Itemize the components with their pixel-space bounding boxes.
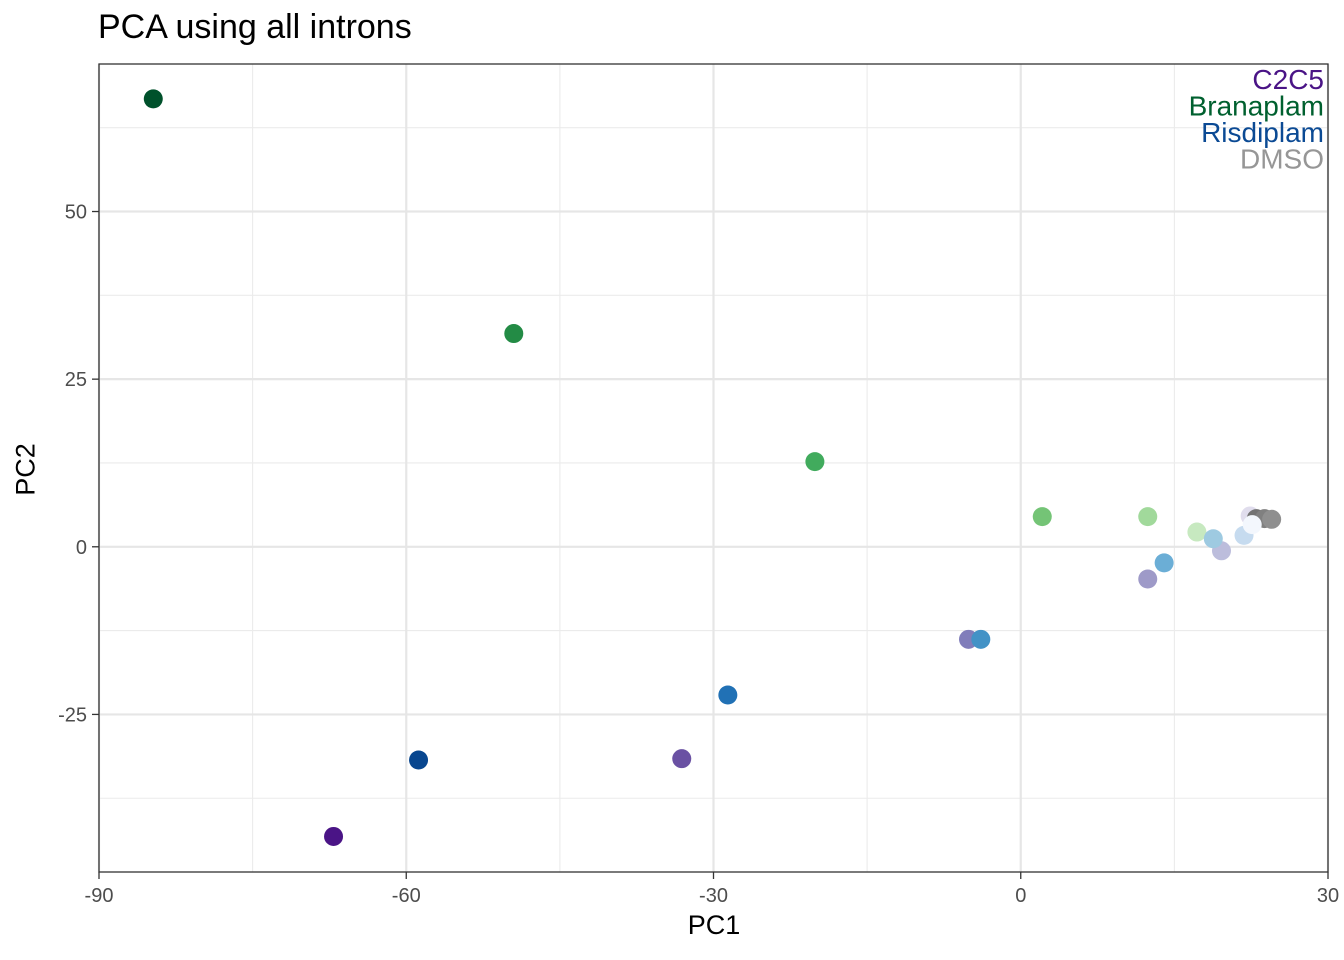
x-tick-label: 30 — [1317, 885, 1339, 907]
x-axis-label: PC1 — [687, 910, 741, 940]
data-point — [1138, 507, 1158, 527]
chart-title: PCA using all introns — [98, 8, 412, 46]
y-tick-label: 25 — [65, 369, 87, 391]
data-point — [409, 750, 429, 770]
x-tick-label: 0 — [1015, 885, 1026, 907]
data-point — [504, 324, 524, 344]
y-tick-label: 0 — [76, 537, 87, 559]
data-point — [1032, 507, 1052, 527]
y-axis-label: PC2 — [10, 443, 41, 496]
data-point — [672, 749, 692, 769]
legend-entry: Risdiplam — [1201, 117, 1324, 148]
x-tick-label: -60 — [392, 885, 421, 907]
data-point — [971, 629, 991, 649]
y-tick-label: -25 — [58, 704, 87, 726]
data-point — [324, 826, 344, 846]
data-point — [1242, 515, 1262, 535]
data-points — [143, 89, 1282, 846]
grid-major — [97, 64, 1330, 872]
x-tick-label: -90 — [85, 885, 114, 907]
data-point — [1203, 529, 1223, 549]
x-tick-label: -30 — [699, 885, 728, 907]
data-point — [1187, 522, 1207, 542]
legend-entry: C2C5 — [1252, 64, 1324, 95]
y-tick-label: 50 — [65, 202, 87, 224]
data-point — [1262, 509, 1282, 529]
data-point — [718, 685, 738, 705]
data-point — [1138, 569, 1158, 589]
data-point — [143, 89, 163, 109]
x-axis-ticks: -90 -60 -30 0 30 — [85, 872, 1339, 907]
y-axis-ticks: -25 0 25 50 — [58, 202, 99, 726]
data-point — [805, 452, 825, 472]
legend-entry: DMSO — [1240, 144, 1324, 175]
data-point — [1154, 553, 1174, 573]
legend-entry: Branaplam — [1189, 91, 1324, 122]
